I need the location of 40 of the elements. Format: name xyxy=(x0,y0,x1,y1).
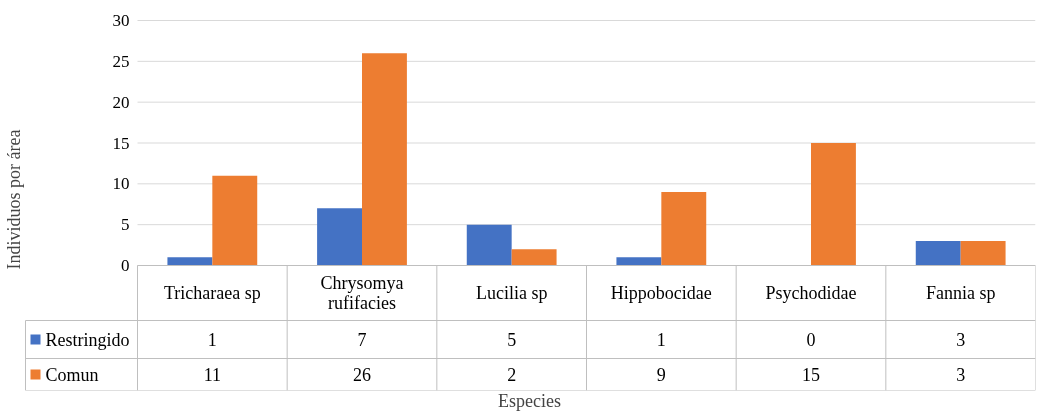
data-label: 7 xyxy=(357,330,367,350)
x-tick-label: Fannia sp xyxy=(925,283,996,303)
legend-label: Restringido xyxy=(45,329,130,350)
bar xyxy=(616,257,662,266)
x-tick-label: Chrysomya rufifacies xyxy=(320,273,404,313)
y-tick-label: 20 xyxy=(112,92,130,112)
data-label: 26 xyxy=(353,365,371,385)
y-tick-label: 0 xyxy=(121,256,130,275)
y-tick-label: 10 xyxy=(112,174,130,194)
data-label: 1 xyxy=(656,330,666,350)
bar xyxy=(511,249,557,266)
legend-label: Comun xyxy=(45,364,99,385)
data-label: 3 xyxy=(956,330,966,350)
bar xyxy=(960,241,1006,266)
y-tick-label: 30 xyxy=(112,11,130,30)
data-label: 5 xyxy=(507,330,517,350)
data-label: 15 xyxy=(802,365,820,385)
bar xyxy=(317,208,362,266)
y-tick-label: 25 xyxy=(112,51,130,71)
x-tick-label: Psychodidae xyxy=(765,283,857,303)
bar xyxy=(915,241,961,266)
x-tick-label: Hippobocidae xyxy=(610,283,712,303)
data-label: 11 xyxy=(203,365,222,385)
data-label: 1 xyxy=(207,330,217,350)
bar xyxy=(811,143,856,266)
y-tick-label: 15 xyxy=(112,133,130,153)
bar xyxy=(661,192,707,266)
bar xyxy=(362,53,407,266)
data-label: 2 xyxy=(507,365,517,385)
data-label: 0 xyxy=(806,330,816,350)
data-label: 3 xyxy=(956,365,966,385)
bar xyxy=(466,224,512,266)
y-tick-label: 5 xyxy=(121,215,130,235)
x-tick-label: Tricharaea sp xyxy=(163,283,261,303)
bar xyxy=(167,257,213,266)
x-axis-title: Especies xyxy=(498,390,561,411)
y-axis-title: Individuos por área xyxy=(3,129,24,270)
x-tick-label: Lucilia sp xyxy=(475,283,548,303)
bar xyxy=(212,175,258,266)
data-label: 9 xyxy=(656,365,666,385)
